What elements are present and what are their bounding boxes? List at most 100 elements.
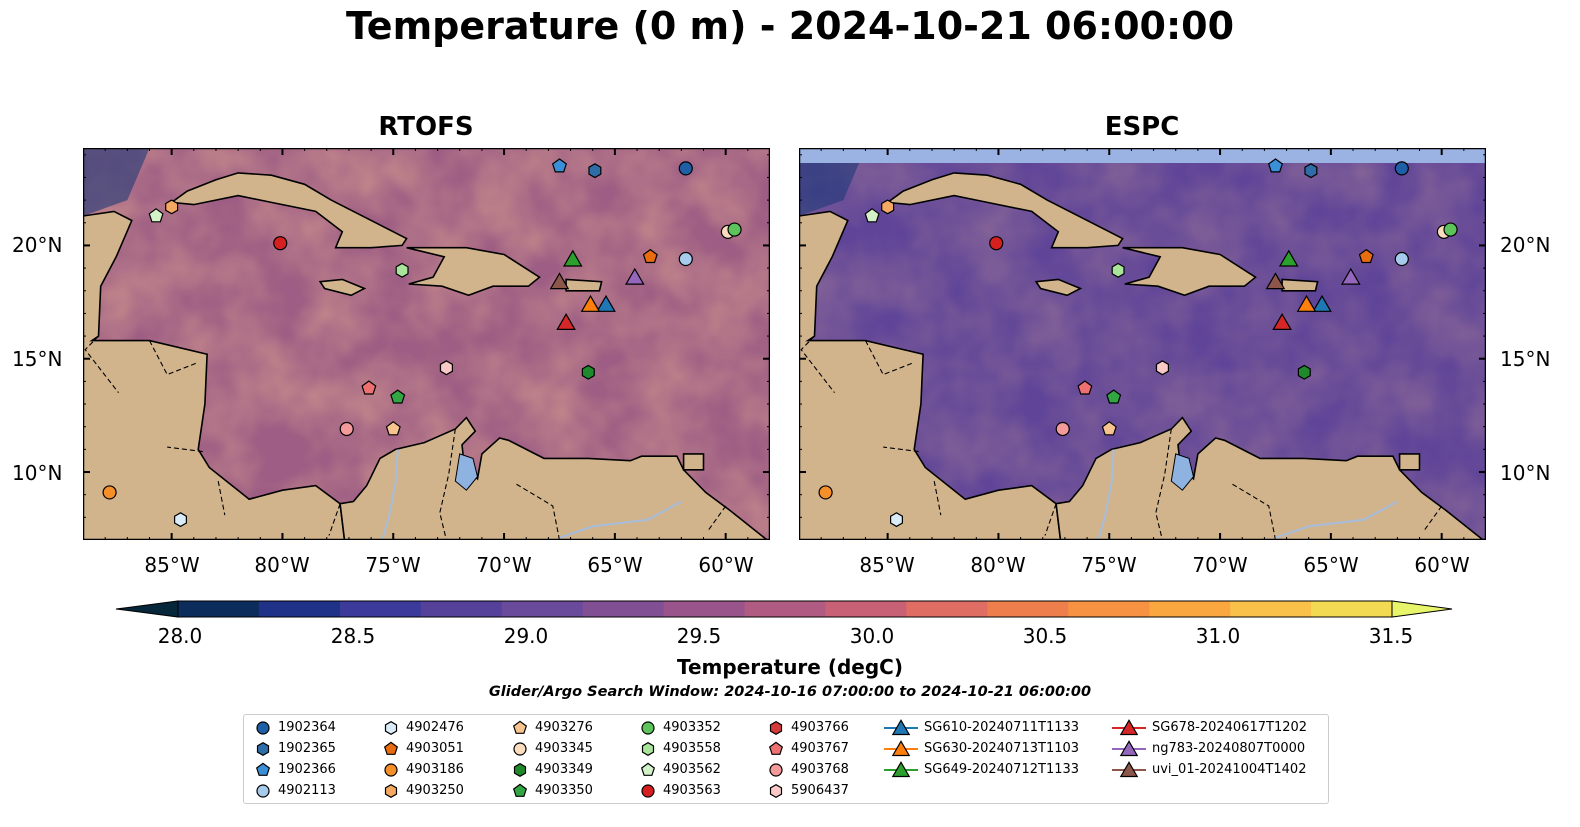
- float-marker-4903350[interactable]: [390, 389, 406, 404]
- float-marker-4903767[interactable]: [1077, 380, 1093, 395]
- legend-marker-hexagon[interactable]: [513, 762, 527, 777]
- float-marker-4903051[interactable]: [1358, 248, 1374, 264]
- legend-marker-pentagon[interactable]: [512, 720, 528, 734]
- float-marker-1902364[interactable]: [1394, 161, 1409, 176]
- legend-marker-circle[interactable]: [641, 720, 655, 735]
- lon-tick-label: 80°W: [970, 553, 1026, 577]
- colorbar-segment: [744, 601, 826, 617]
- float-marker-1902365[interactable]: [1304, 163, 1318, 179]
- float-marker-4903349[interactable]: [1297, 364, 1311, 380]
- legend-marker-hexagon[interactable]: [384, 720, 398, 735]
- legend-item: 4903766: [767, 717, 849, 738]
- glider-marker-SG649-20240712T1133[interactable]: [1278, 249, 1299, 267]
- float-marker-5906437[interactable]: [439, 360, 453, 376]
- legend-item: uvi_01-20241004T1402: [1112, 759, 1306, 780]
- country-border: [1044, 503, 1057, 536]
- legend-marker-circle[interactable]: [256, 720, 270, 735]
- legend-label: SG630-20240713T1103: [924, 741, 1080, 756]
- legend-marker-triangle-line[interactable]: [1119, 760, 1139, 777]
- legend-item: 4902113: [254, 780, 336, 801]
- float-marker-4903349[interactable]: [581, 364, 595, 380]
- country-border: [149, 340, 197, 376]
- float-marker-4902476[interactable]: [889, 512, 904, 528]
- glider-marker-uvi_01-20241004T1402[interactable]: [549, 272, 570, 290]
- float-marker-4903563[interactable]: [273, 236, 288, 251]
- legend-label: 1902364: [278, 720, 336, 735]
- float-marker-4902113[interactable]: [1394, 251, 1409, 267]
- legend-label: 1902366: [278, 762, 336, 777]
- float-marker-4902476[interactable]: [173, 512, 188, 528]
- legend-marker-hexagon[interactable]: [256, 741, 270, 756]
- glider-marker-ng783-20240807T0000[interactable]: [624, 267, 645, 285]
- float-marker-4903051[interactable]: [642, 248, 658, 264]
- glider-marker-uvi_01-20241004T1402[interactable]: [1265, 272, 1286, 290]
- float-marker-5906437[interactable]: [1155, 360, 1169, 376]
- legend-marker-triangle-line[interactable]: [1119, 718, 1139, 735]
- float-marker-4903186[interactable]: [102, 485, 117, 500]
- glider-marker-SG630-20240713T1103[interactable]: [580, 294, 601, 312]
- legend-marker-circle[interactable]: [641, 783, 655, 798]
- legend-marker-hexagon[interactable]: [769, 783, 783, 798]
- legend-marker-triangle-line[interactable]: [891, 718, 911, 735]
- legend-marker: [256, 741, 270, 756]
- glider-marker-SG678-20240617T1202[interactable]: [556, 313, 576, 330]
- float-marker-4903768[interactable]: [339, 421, 354, 437]
- search-window-text: Glider/Argo Search Window: 2024-10-16 07…: [488, 684, 1092, 700]
- legend-marker-hexagon[interactable]: [769, 720, 783, 735]
- float-marker-4903558[interactable]: [395, 262, 409, 278]
- glider-marker-SG610-20240711T1133[interactable]: [1312, 294, 1332, 312]
- legend-marker-circle[interactable]: [769, 762, 783, 777]
- legend-marker-pentagon[interactable]: [383, 741, 399, 755]
- colorbar-segment: [420, 601, 503, 617]
- observation-markers: [818, 158, 1458, 528]
- float-marker-4903276[interactable]: [1101, 421, 1117, 436]
- legend-marker-pentagon[interactable]: [255, 762, 271, 776]
- colorbar-segment: [663, 601, 746, 617]
- colorbar-segment: [825, 601, 907, 617]
- float-marker-4903558[interactable]: [1111, 262, 1125, 278]
- glider-marker-ng783-20240807T0000[interactable]: [1340, 267, 1361, 285]
- float-marker-4903352[interactable]: [1443, 222, 1458, 237]
- glider-marker-SG610-20240711T1133[interactable]: [596, 294, 616, 312]
- float-marker-4903350[interactable]: [1106, 389, 1122, 404]
- glider-marker-SG678-20240617T1202[interactable]: [1272, 313, 1292, 330]
- legend-marker-hexagon[interactable]: [641, 741, 655, 756]
- glider-marker-SG649-20240712T1133[interactable]: [562, 249, 583, 267]
- legend-marker-pentagon[interactable]: [512, 783, 528, 797]
- legend-marker-pentagon[interactable]: [640, 762, 656, 776]
- float-marker-4902113[interactable]: [678, 251, 693, 267]
- legend-label: 4903186: [406, 762, 464, 777]
- legend-marker-triangle-line[interactable]: [891, 739, 911, 756]
- float-marker-4903562[interactable]: [864, 208, 880, 223]
- float-marker-1902366[interactable]: [1267, 158, 1284, 173]
- country-border: [167, 446, 203, 453]
- float-marker-1902365[interactable]: [588, 163, 602, 179]
- legend-marker-circle[interactable]: [513, 741, 527, 756]
- land-polygon: [682, 453, 705, 471]
- legend-marker-circle[interactable]: [384, 762, 398, 777]
- float-marker-1902364[interactable]: [678, 161, 693, 176]
- legend-marker-pentagon[interactable]: [768, 741, 784, 755]
- legend-marker-circle[interactable]: [256, 783, 270, 798]
- land-polygon: [885, 172, 1124, 249]
- glider-marker-SG630-20240713T1103[interactable]: [1296, 294, 1317, 312]
- float-marker-4903767[interactable]: [361, 380, 377, 395]
- map-panel-espc[interactable]: [799, 148, 1486, 540]
- float-marker-4903768[interactable]: [1055, 421, 1070, 437]
- float-marker-4903563[interactable]: [989, 236, 1004, 251]
- float-marker-1902366[interactable]: [551, 158, 568, 173]
- legend-marker: [769, 783, 783, 798]
- float-marker-4903562[interactable]: [148, 208, 164, 223]
- map-panel-rtofs[interactable]: [83, 148, 770, 540]
- legend-marker-triangle-line[interactable]: [1119, 739, 1139, 756]
- colorbar-frame: [177, 600, 1393, 618]
- country-border: [514, 482, 561, 540]
- lon-tick-label: 75°W: [365, 553, 421, 577]
- float-marker-4903186[interactable]: [818, 485, 833, 500]
- legend-marker-hexagon[interactable]: [384, 783, 398, 798]
- float-marker-4903276[interactable]: [385, 421, 401, 436]
- float-marker-4903250[interactable]: [881, 199, 895, 215]
- float-marker-4903352[interactable]: [727, 222, 742, 237]
- legend-marker-triangle-line[interactable]: [891, 760, 911, 777]
- float-marker-4903250[interactable]: [165, 199, 179, 215]
